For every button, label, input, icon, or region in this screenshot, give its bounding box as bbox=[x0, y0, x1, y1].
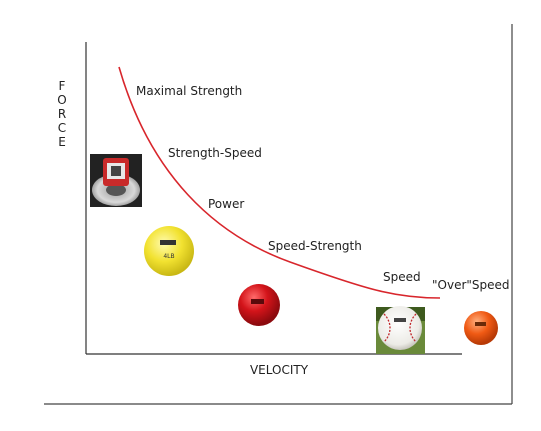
zone-label-strength-speed: Strength-Speed bbox=[168, 146, 262, 160]
zone-label-speed: Speed bbox=[383, 270, 421, 284]
zone-label-power: Power bbox=[208, 197, 244, 211]
weight-plate-icon bbox=[90, 154, 142, 207]
zone-label-speed-strength: Speed-Strength bbox=[268, 239, 362, 253]
force-velocity-curve bbox=[118, 66, 441, 299]
orange-weighted-ball-icon bbox=[464, 311, 498, 345]
red-weighted-ball-icon bbox=[238, 284, 280, 326]
zone-label-maximal-strength: Maximal Strength bbox=[136, 84, 242, 98]
x-axis-label: VELOCITY bbox=[250, 363, 309, 377]
yellow-medicine-ball-icon: 4LB bbox=[144, 226, 194, 276]
baseball-icon bbox=[376, 306, 425, 354]
medicine-ball-weight-label: 4LB bbox=[163, 253, 174, 260]
zone-label-over-speed: "Over"Speed bbox=[432, 278, 510, 292]
